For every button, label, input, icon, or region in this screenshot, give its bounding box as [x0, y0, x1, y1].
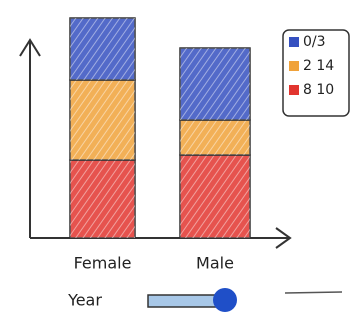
legend-label: 2 14 [303, 58, 334, 74]
x-tick-label: Female [74, 254, 132, 273]
bar-hatch [70, 80, 135, 160]
slider-knob[interactable] [213, 288, 237, 312]
x-axis [30, 227, 292, 249]
legend-box [282, 29, 350, 117]
y-axis [19, 38, 41, 238]
slider-label: Year [67, 291, 102, 310]
legend-label: 8 10 [303, 82, 334, 98]
legend-swatch [289, 61, 299, 71]
legend-swatch [289, 37, 299, 47]
bar-hatch [180, 155, 250, 238]
legend-label: 0/3 [303, 34, 326, 50]
bar-hatch [180, 120, 250, 155]
bar-hatch [180, 48, 250, 120]
bar-hatch [70, 18, 135, 80]
x-tick-label: Male [196, 254, 234, 273]
bar-hatch [70, 160, 135, 238]
legend-swatch [289, 85, 299, 95]
divider [284, 291, 343, 294]
